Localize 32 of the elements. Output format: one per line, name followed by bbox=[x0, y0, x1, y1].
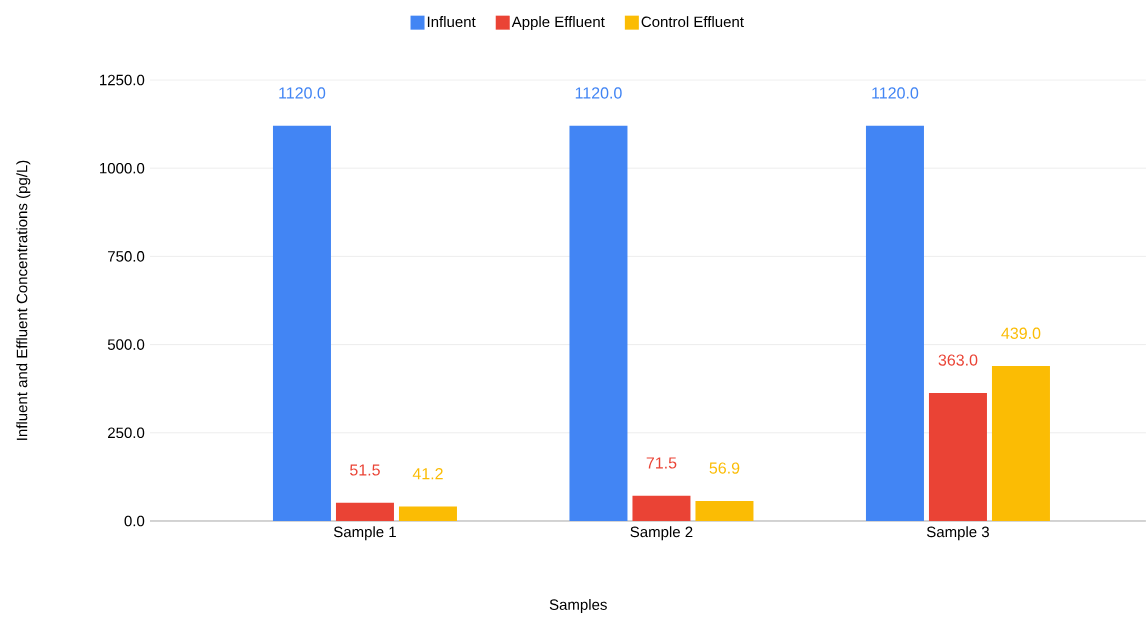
data-label: 41.2 bbox=[412, 468, 443, 480]
x-tick-label: Sample 1 bbox=[333, 526, 396, 541]
data-label: 363.0 bbox=[938, 354, 978, 366]
bar bbox=[398, 506, 457, 521]
y-tick-label: 1250.0 bbox=[100, 74, 145, 86]
data-label: 439.0 bbox=[1001, 327, 1041, 339]
bar bbox=[928, 392, 987, 521]
bar bbox=[632, 495, 691, 521]
bar bbox=[865, 125, 924, 521]
data-label: 1120.0 bbox=[575, 87, 622, 99]
data-label: 1120.0 bbox=[279, 87, 326, 99]
legend-label: Influent bbox=[427, 16, 476, 28]
x-tick-label: Sample 3 bbox=[926, 526, 989, 541]
x-axis-title: Samples bbox=[549, 598, 607, 613]
x-tick-label: Sample 2 bbox=[630, 526, 693, 541]
y-tick-label: 500.0 bbox=[107, 339, 145, 350]
y-tick-label: 0.0 bbox=[124, 515, 145, 527]
y-axis-title: Influent and Effluent Concentrations (pg/L) bbox=[16, 160, 31, 440]
bar bbox=[569, 125, 628, 521]
y-tick-label: 750.0 bbox=[108, 251, 145, 262]
data-label: 1120.0 bbox=[872, 87, 919, 99]
data-label: 51.5 bbox=[350, 464, 380, 476]
legend-label: Control Effluent bbox=[641, 16, 744, 28]
bar bbox=[991, 366, 1050, 521]
legend-label: Apple Effluent bbox=[511, 16, 605, 31]
y-tick-label: 1000.0 bbox=[100, 162, 145, 174]
y-tick-label: 250.0 bbox=[108, 427, 145, 439]
bar bbox=[335, 502, 394, 521]
bar bbox=[695, 500, 754, 521]
data-label: 56.9 bbox=[709, 462, 740, 474]
bar bbox=[272, 125, 331, 521]
data-label: 71.5 bbox=[646, 457, 677, 469]
